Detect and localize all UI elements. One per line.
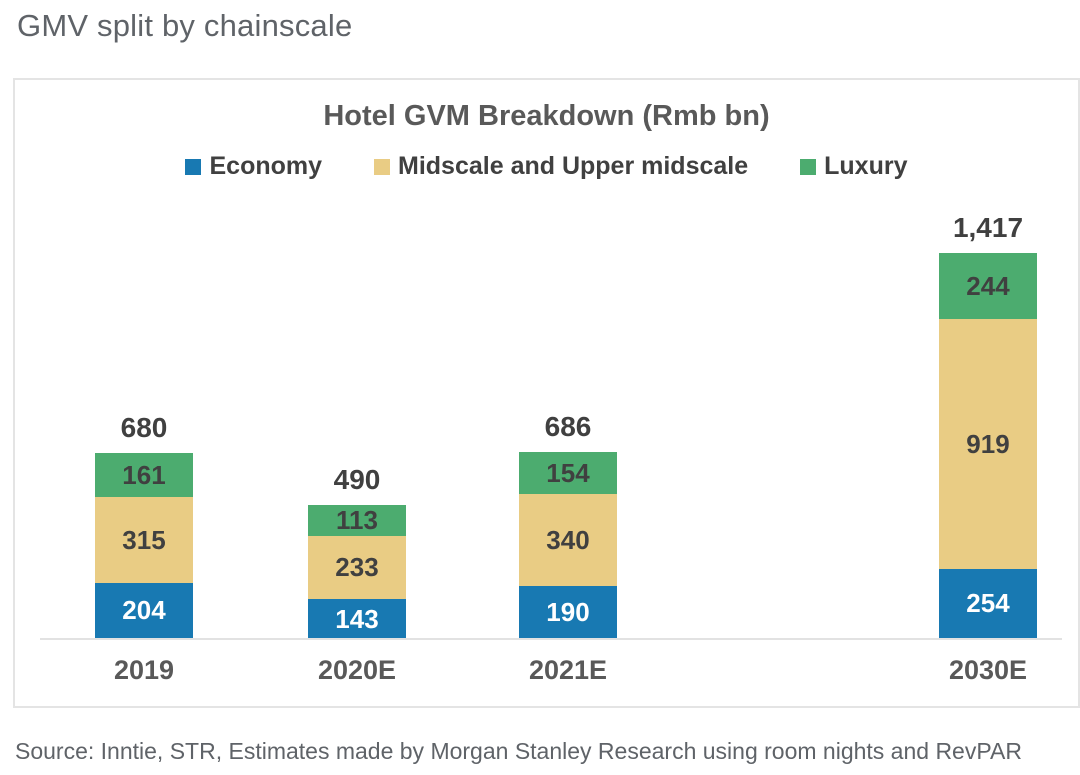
legend-item-midscale-and-upper-midscale: Midscale and Upper midscale bbox=[374, 152, 748, 181]
total-label-2030e: 1,417 bbox=[952, 211, 1024, 243]
x-axis-label-2021e: 2021E bbox=[528, 655, 608, 685]
segment-economy-2021e: 190 bbox=[519, 586, 617, 638]
segment-luxury-2020e: 113 bbox=[308, 505, 406, 536]
plot-area: 680 161 315 204 2019 490 113 233 143 2020E 686 154 3… bbox=[40, 212, 1062, 685]
legend-swatch-economy bbox=[185, 158, 202, 175]
segment-midscale-and-upper-midscale-2021e: 340 bbox=[519, 493, 617, 587]
bar-2021e: 686 154 340 190 2021E bbox=[519, 411, 617, 685]
segment-midscale-and-upper-midscale-2020e: 233 bbox=[308, 535, 406, 600]
bar-2030e: 1,417 244 919 254 2030E bbox=[939, 212, 1037, 685]
segment-luxury-2019: 161 bbox=[95, 453, 193, 497]
segment-economy-2020e: 143 bbox=[308, 599, 406, 638]
bar-2019: 680 161 315 204 2019 bbox=[95, 412, 193, 685]
segment-midscale-and-upper-midscale-2030e: 919 bbox=[939, 318, 1037, 569]
x-axis-label-2020e: 2020E bbox=[317, 655, 397, 685]
legend-label: Midscale and Upper midscale bbox=[398, 152, 749, 180]
x-axis-label-2030e: 2030E bbox=[948, 655, 1028, 685]
segment-luxury-2021e: 154 bbox=[519, 451, 617, 494]
chart-title: Hotel GVM Breakdown (Rmb bn) bbox=[323, 100, 770, 132]
total-label-2021e: 686 bbox=[544, 410, 592, 442]
legend-item-economy: Economy bbox=[185, 152, 322, 181]
chart-panel: Hotel GVM Breakdown (Rmb bn) Economy Mids… bbox=[13, 78, 1080, 708]
source-note: Source: Inntie, STR, Estimates made by M… bbox=[15, 738, 1022, 764]
x-axis-label-2019: 2019 bbox=[113, 655, 175, 685]
segment-midscale-and-upper-midscale-2019: 315 bbox=[95, 496, 193, 583]
segment-luxury-2030e: 244 bbox=[939, 252, 1037, 319]
total-label-2019: 680 bbox=[120, 412, 168, 444]
segment-economy-2019: 204 bbox=[95, 582, 193, 638]
legend-label: Luxury bbox=[824, 152, 908, 180]
total-label-2020e: 490 bbox=[333, 464, 381, 496]
legend-swatch-midscale-and-upper-midscale bbox=[374, 158, 391, 175]
page-title: GMV split by chainscale bbox=[17, 8, 353, 43]
legend-item-luxury: Luxury bbox=[800, 152, 908, 181]
segment-economy-2030e: 254 bbox=[939, 568, 1037, 638]
bar-2020e: 490 113 233 143 2020E bbox=[308, 464, 406, 685]
chart-legend: Economy Midscale and Upper midscale Luxury bbox=[15, 152, 1078, 181]
legend-swatch-luxury bbox=[800, 158, 817, 175]
legend-label: Economy bbox=[209, 152, 323, 180]
